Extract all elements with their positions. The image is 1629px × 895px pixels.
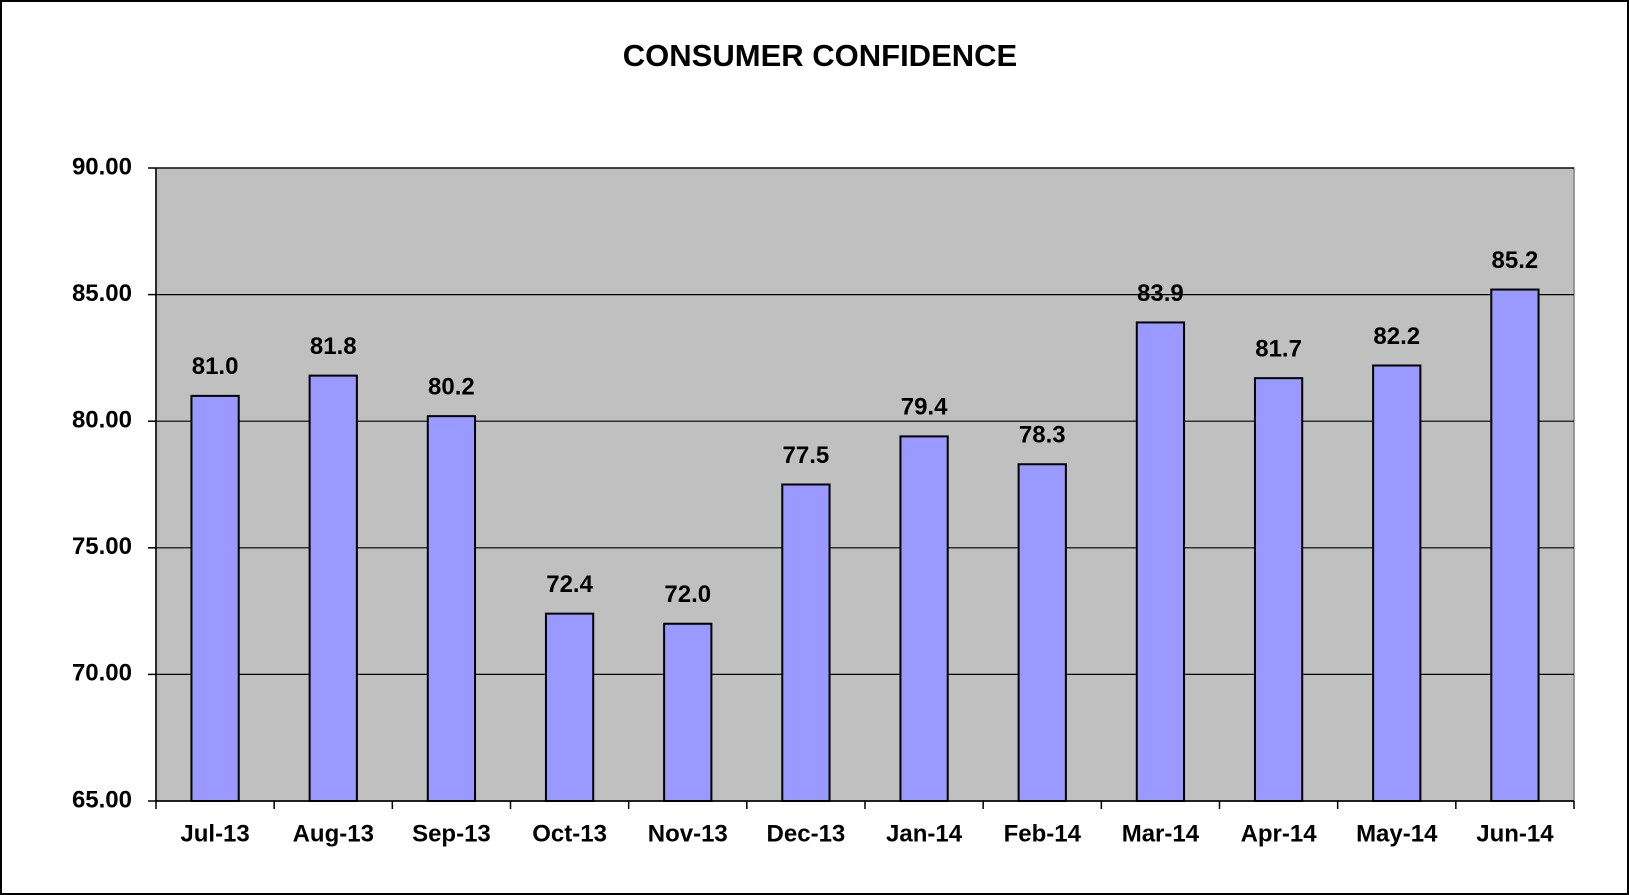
data-label: 72.0 [664, 581, 711, 608]
x-tick-label: May-14 [1356, 820, 1438, 847]
y-tick-label: 90.00 [72, 153, 132, 180]
bar [190, 394, 240, 802]
bar [1017, 463, 1067, 802]
x-tick-label: Dec-13 [767, 820, 846, 847]
x-tick-label: Jun-14 [1476, 820, 1554, 847]
bar [1490, 288, 1540, 802]
bar [308, 374, 358, 802]
data-label: 77.5 [783, 442, 830, 469]
bar [899, 435, 949, 802]
x-tick-label: Apr-14 [1241, 820, 1318, 847]
data-label: 81.8 [310, 333, 357, 360]
bar [1135, 321, 1186, 802]
data-label: 82.2 [1373, 323, 1420, 350]
x-tick-label: Oct-13 [532, 820, 607, 847]
data-label: 83.9 [1137, 280, 1184, 307]
x-tick-label: Nov-13 [648, 820, 728, 847]
bar [1253, 377, 1304, 802]
data-label: 79.4 [901, 394, 948, 421]
bar [663, 622, 713, 803]
y-tick-label: 85.00 [72, 280, 132, 307]
data-label: 78.3 [1019, 422, 1066, 449]
y-tick-label: 70.00 [72, 660, 132, 687]
plot-area [155, 167, 1575, 802]
x-tick-label: Sep-13 [412, 820, 491, 847]
y-tick-label: 75.00 [72, 533, 132, 560]
x-tick-label: Mar-14 [1122, 820, 1200, 847]
chart-title: CONSUMER CONFIDENCE [623, 38, 1017, 73]
x-tick-label: Jul-13 [180, 820, 249, 847]
y-tick-label: 80.00 [72, 407, 132, 434]
data-label: 85.2 [1492, 247, 1539, 274]
data-label: 72.4 [546, 571, 593, 598]
data-label: 81.0 [192, 353, 239, 380]
bar [1372, 364, 1422, 802]
x-tick-label: Jan-14 [886, 820, 963, 847]
bar [426, 415, 477, 802]
bar [781, 483, 831, 802]
data-label: 81.7 [1255, 335, 1302, 362]
x-tick-label: Aug-13 [293, 820, 374, 847]
bar [544, 612, 595, 803]
y-tick-label: 65.00 [72, 786, 132, 813]
data-label: 80.2 [428, 373, 475, 400]
x-tick-label: Feb-14 [1004, 820, 1082, 847]
